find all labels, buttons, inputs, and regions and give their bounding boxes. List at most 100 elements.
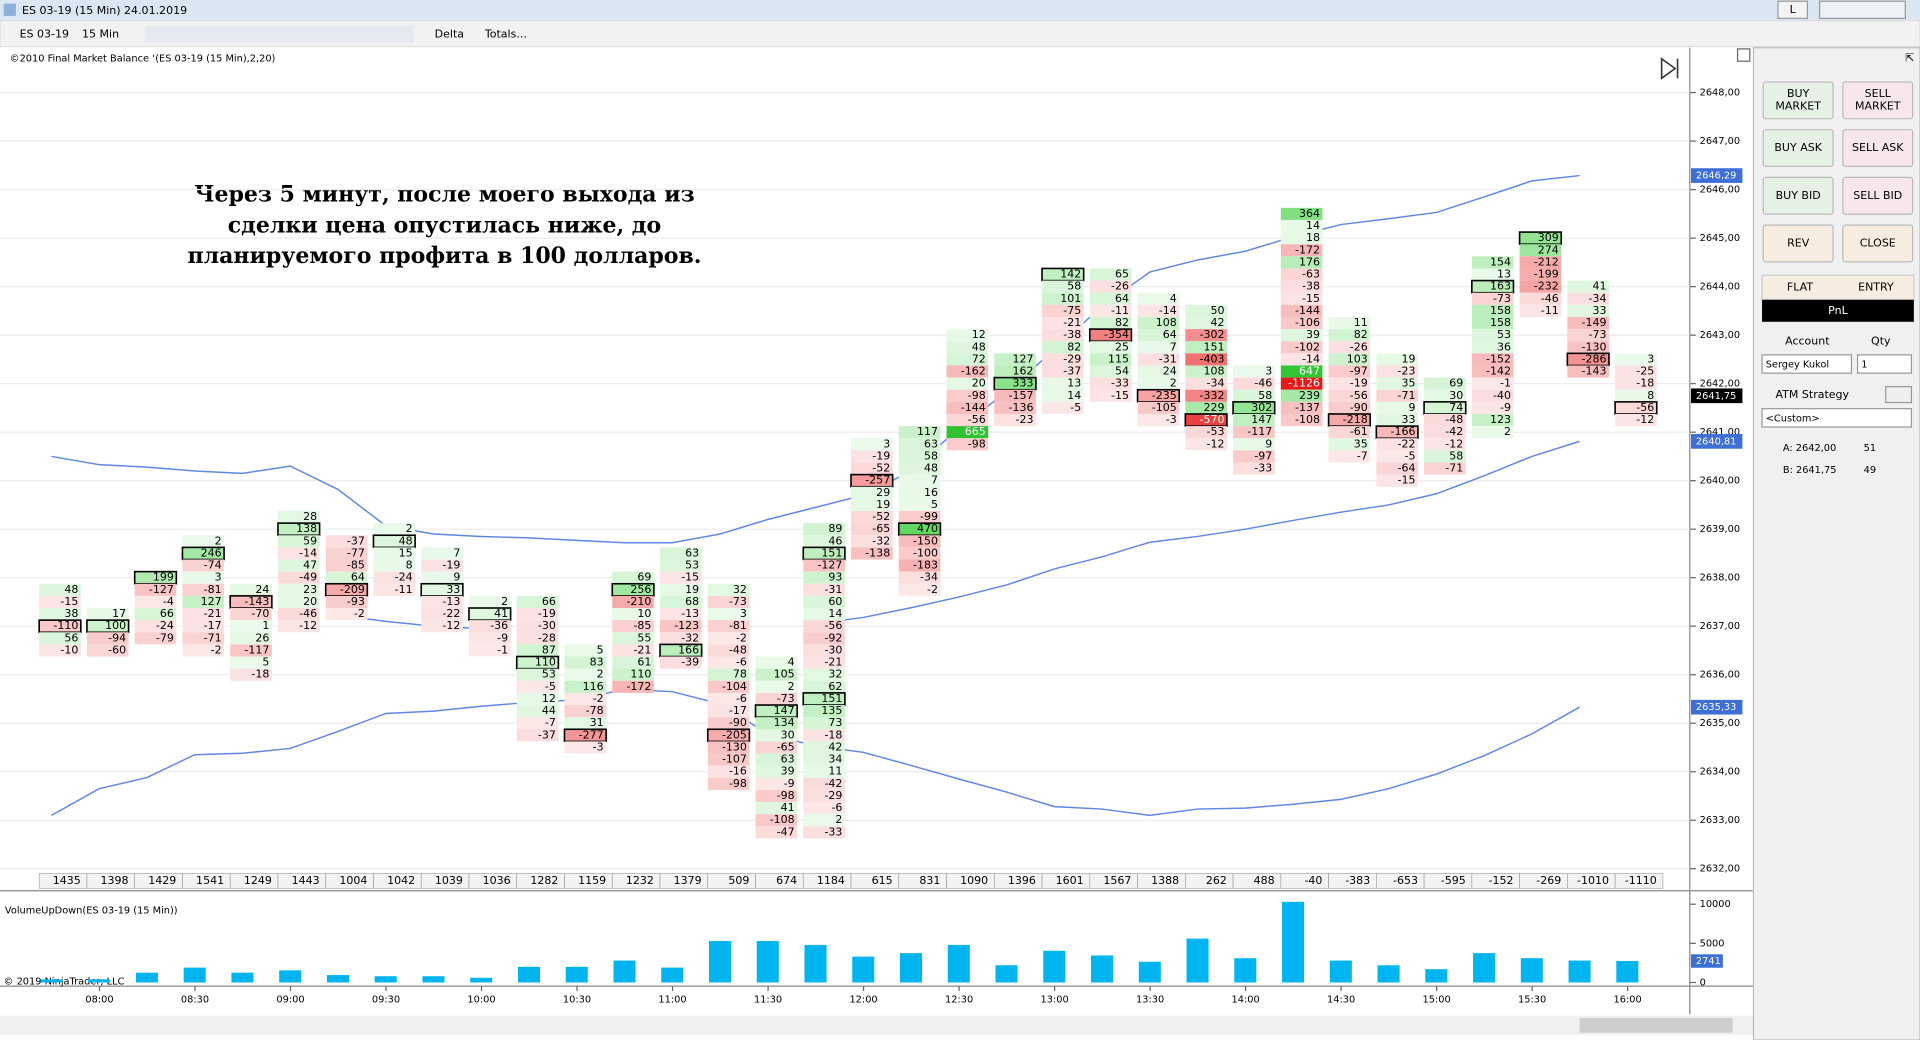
volume-bar [613, 960, 636, 983]
column-select[interactable]: Delta [435, 27, 464, 40]
cell-value: 56 [64, 631, 78, 644]
window-controls[interactable] [1818, 0, 1906, 19]
cell-value: 63 [781, 753, 795, 766]
cell-value: 309 [1538, 231, 1559, 244]
order-button[interactable] [1842, 224, 1914, 263]
footprint-cell [1328, 316, 1371, 330]
scrollbar[interactable] [0, 1015, 1754, 1036]
order-button[interactable] [1762, 176, 1834, 215]
cell-value: -354 [1104, 328, 1129, 341]
interval-select[interactable]: 15 Min [82, 27, 119, 40]
cell-value: -218 [1343, 413, 1368, 426]
delta-value: 1567 [1103, 874, 1131, 887]
atm-edit[interactable] [1885, 386, 1913, 404]
cell-value: -19 [1350, 377, 1368, 390]
cell-value: -78 [586, 704, 604, 717]
time-label: 12:30 [945, 995, 973, 1006]
footprint-cell [1233, 365, 1275, 378]
order-button[interactable] [1762, 224, 1834, 263]
cell-value: 1 [262, 619, 269, 632]
cell-value: 33 [1593, 304, 1607, 317]
time-label: 12:00 [849, 995, 877, 1006]
volume-bar [135, 972, 158, 983]
tab-entry[interactable]: ENTRY [1858, 281, 1894, 294]
cell-value: -12 [299, 619, 317, 632]
order-button[interactable] [1762, 81, 1834, 120]
footprint-cell [1233, 438, 1275, 451]
cell-value: 470 [917, 522, 938, 535]
cell-value: 166 [678, 643, 699, 656]
footprint-cell [946, 341, 989, 354]
cell-value: -16 [729, 765, 747, 778]
volume-bar [470, 977, 493, 983]
order-button[interactable] [1842, 81, 1914, 120]
cell-value: -235 [1152, 389, 1177, 402]
axis-button[interactable] [1736, 48, 1751, 62]
qty-value: 1 [1861, 360, 1867, 371]
qty-input[interactable] [1856, 354, 1913, 374]
footprint-cell [182, 620, 225, 633]
cell-value: 26 [255, 631, 269, 644]
cell-value: -24 [395, 571, 413, 584]
time-label: 11:00 [658, 995, 686, 1006]
delta-value: 615 [872, 874, 893, 887]
cell-value: -2 [354, 607, 365, 620]
footprint-cell [182, 583, 225, 596]
cell-value: 19 [685, 583, 699, 596]
footprint-cell [324, 582, 369, 597]
order-button[interactable] [1842, 176, 1914, 215]
footprint-cell [134, 620, 177, 633]
tool-icons[interactable] [144, 25, 414, 43]
cell-value: -108 [770, 813, 795, 826]
cell-value: 20 [303, 595, 317, 608]
cell-value: -25 [1636, 365, 1654, 378]
footprint-cell [851, 523, 893, 536]
order-button[interactable] [1762, 129, 1834, 168]
totals-select[interactable]: Totals... [484, 27, 527, 40]
cell-value: 48 [924, 462, 938, 475]
scroll-end-icon[interactable] [1660, 57, 1679, 80]
delta-value: 509 [728, 874, 749, 887]
cell-value: -18 [824, 728, 842, 741]
footprint-cell [516, 705, 559, 718]
footprint-cell [1471, 365, 1514, 378]
footprint-cell [1519, 304, 1562, 317]
cell-value: -73 [1589, 328, 1607, 341]
atm-select[interactable] [1761, 408, 1913, 428]
account-select[interactable] [1761, 354, 1853, 374]
instrument-select[interactable]: ES 03-19 [20, 27, 69, 40]
footprint-cell [755, 656, 798, 669]
delta-value: 1184 [817, 874, 845, 887]
footprint-cell [707, 644, 750, 657]
order-button[interactable] [1842, 129, 1914, 168]
tab-flat[interactable]: FLAT [1787, 281, 1813, 294]
volume-tick-label: 10000 [1700, 899, 1731, 910]
price-marker-label: 2646,29 [1696, 171, 1736, 182]
delta-value: 1042 [387, 874, 415, 887]
footprint-cell [1137, 365, 1180, 378]
cell-value: 20 [972, 377, 986, 390]
cell-value: -23 [1398, 365, 1416, 378]
cell-value: 2 [215, 534, 222, 547]
footprint-cell [1233, 377, 1275, 390]
cell-value: -31 [1159, 352, 1177, 365]
cell-value: -18 [1636, 377, 1654, 390]
footprint-cell [230, 668, 272, 681]
cell-value: 199 [153, 571, 174, 584]
cell-value: 2 [406, 522, 413, 535]
cell-value: 101 [1060, 292, 1081, 305]
footprint-cell [946, 329, 989, 342]
footprint-cell [1185, 377, 1227, 390]
panel-collapse[interactable]: ⇱ [1905, 52, 1914, 65]
footprint-cell [897, 522, 942, 537]
price-marker-label: 2641,75 [1696, 391, 1736, 402]
cell-value: -29 [1063, 352, 1081, 365]
cell-value: -205 [722, 728, 747, 741]
cell-value: 59 [303, 534, 317, 547]
footprint-cell [1089, 292, 1132, 305]
cell-value: 89 [828, 522, 842, 535]
scroll-thumb[interactable] [1579, 1017, 1733, 1033]
cell-value: 18 [1306, 231, 1320, 244]
mode-button[interactable] [1777, 0, 1808, 19]
cell-value: 58 [924, 449, 938, 462]
